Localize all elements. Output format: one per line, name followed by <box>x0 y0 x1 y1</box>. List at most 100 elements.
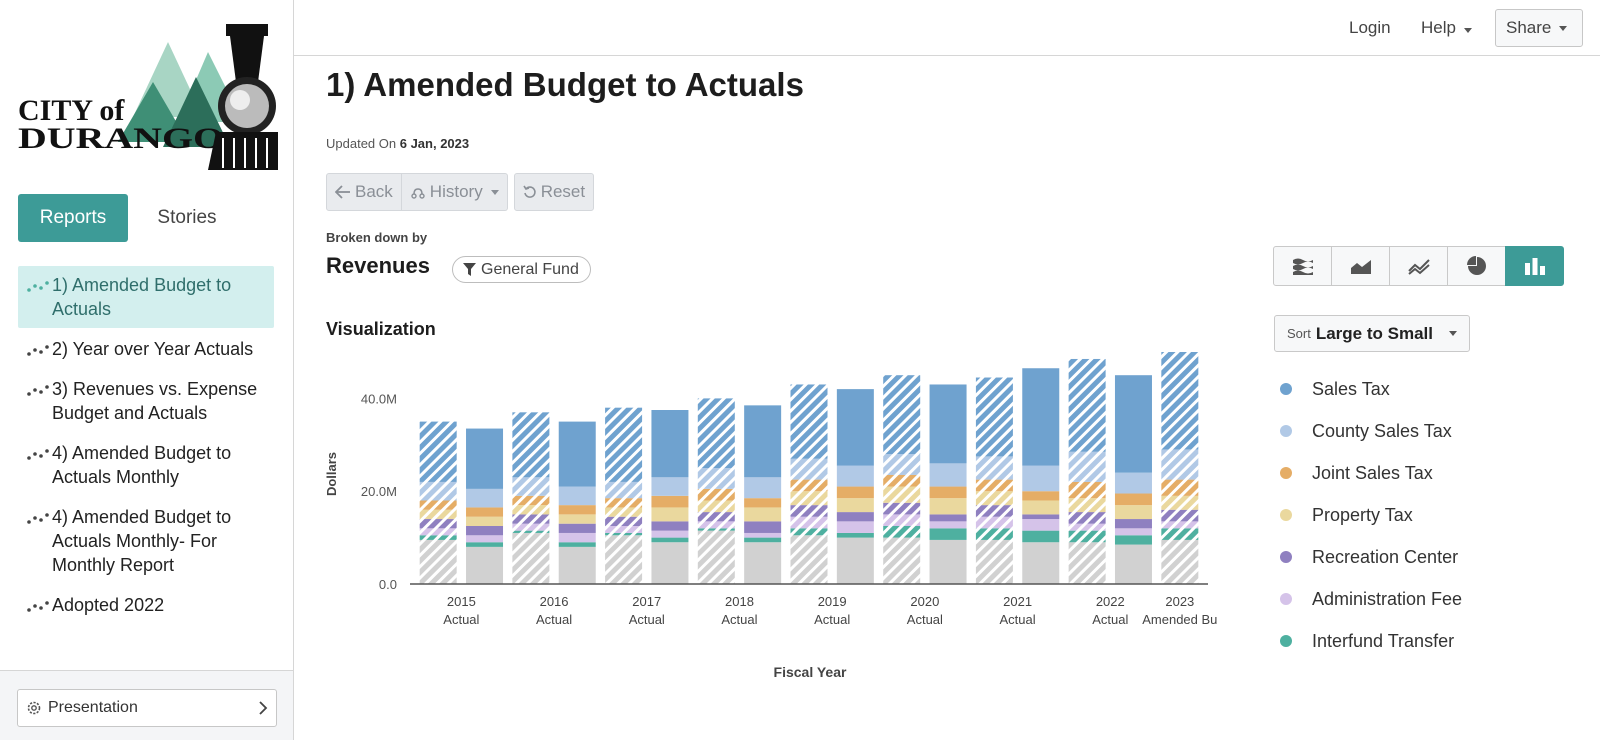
chart-legend: Sales Tax County Sales Tax Joint Sales T… <box>1280 368 1462 662</box>
legend-swatch <box>1280 509 1292 521</box>
bar-segment <box>929 486 967 499</box>
back-button[interactable]: Back <box>326 173 402 211</box>
bar-segment <box>883 486 921 503</box>
filter-label: General Fund <box>481 260 579 278</box>
bar-segment <box>1022 491 1060 501</box>
x-tick-sublabel: Actual <box>721 612 757 627</box>
history-controls: Back History Reset <box>326 173 595 211</box>
bar-segment <box>790 491 828 506</box>
scatter-dots-icon <box>27 513 49 524</box>
bar-segment <box>558 523 596 533</box>
x-tick-label: 2020 <box>910 594 939 609</box>
bar-segment <box>512 523 550 531</box>
bar-segment <box>512 530 550 533</box>
x-tick-sublabel: Actual <box>907 612 943 627</box>
bar-segment <box>836 532 874 538</box>
sidebar: CITY of DURANGO Reports Stories 1) Amend… <box>0 0 294 740</box>
area-view-button[interactable] <box>1331 246 1390 286</box>
bar-segment <box>466 542 504 547</box>
login-link[interactable]: Login <box>1349 18 1391 37</box>
report-item[interactable]: 1) Amended Budget to Actuals <box>18 266 274 328</box>
bar-segment <box>419 481 457 501</box>
bar-segment <box>419 500 457 510</box>
help-menu[interactable]: Help <box>1421 18 1472 38</box>
filter-chip[interactable]: General Fund <box>452 256 591 283</box>
legend-item[interactable]: Sales Tax <box>1280 368 1462 410</box>
report-item[interactable]: 4) Amended Budget to Actuals Monthly <box>18 434 274 496</box>
bar-segment <box>651 507 689 522</box>
legend-item[interactable]: County Sales Tax <box>1280 410 1462 452</box>
bar-segment <box>697 530 735 584</box>
bar-segment <box>929 463 967 487</box>
report-item[interactable]: 4) Amended Budget to Actuals Monthly- Fo… <box>18 498 274 584</box>
line-view-button[interactable] <box>1389 246 1448 286</box>
back-label: Back <box>355 182 393 201</box>
report-item-label: 3) Revenues vs. Expense Budget and Actua… <box>52 379 258 423</box>
report-item[interactable]: 2) Year over Year Actuals <box>18 330 274 368</box>
bar-segment <box>975 528 1013 540</box>
bar-segment <box>836 512 874 522</box>
bar-segment <box>512 412 550 478</box>
city-of-durango-logo[interactable]: CITY of DURANGO <box>18 22 278 170</box>
legend-item[interactable]: Interfund Transfer <box>1280 620 1462 662</box>
bar-segment <box>744 498 782 508</box>
stacked-area-view-button[interactable] <box>1273 246 1332 286</box>
bar-segment <box>1068 358 1106 452</box>
bar-segment <box>558 532 596 543</box>
bar-segment <box>1068 498 1106 513</box>
bar-segment <box>790 535 828 584</box>
legend-label: Sales Tax <box>1312 378 1390 399</box>
bar-segment <box>929 521 967 529</box>
x-tick-sublabel: Amended Bu <box>1142 612 1217 627</box>
sidebar-tabs: Reports Stories <box>18 194 242 242</box>
bar-segment <box>1022 519 1060 531</box>
pie-view-button[interactable] <box>1447 246 1506 286</box>
history-button[interactable]: History <box>401 173 508 211</box>
legend-swatch <box>1280 635 1292 647</box>
bar-view-button[interactable] <box>1505 246 1564 286</box>
bar-segment <box>790 505 828 517</box>
bar-chart-icon <box>1524 258 1545 275</box>
report-item[interactable]: 3) Revenues vs. Expense Budget and Actua… <box>18 370 274 432</box>
sort-dropdown[interactable]: Sort Large to Small <box>1274 315 1470 352</box>
bar-segment <box>651 410 689 478</box>
sidebar-footer: Presentation <box>0 670 293 740</box>
legend-item[interactable]: Administration Fee <box>1280 578 1462 620</box>
legend-item[interactable]: Joint Sales Tax <box>1280 452 1462 494</box>
x-tick-label: 2017 <box>632 594 661 609</box>
bar-segment <box>512 495 550 506</box>
bar-segment <box>744 542 782 584</box>
legend-item[interactable]: Property Tax <box>1280 494 1462 536</box>
svg-text:DURANGO: DURANGO <box>18 122 224 155</box>
bar-segment <box>651 537 689 543</box>
tab-stories[interactable]: Stories <box>157 207 217 228</box>
bar-segment <box>790 384 828 459</box>
x-tick-sublabel: Actual <box>1000 612 1036 627</box>
x-axis-label: Fiscal Year <box>774 664 847 680</box>
legend-label: Joint Sales Tax <box>1312 462 1433 483</box>
bar-segment <box>790 516 828 529</box>
bar-segment <box>651 542 689 584</box>
bar-segment <box>1161 352 1199 450</box>
bar-segment <box>883 526 921 538</box>
report-item-label: 4) Amended Budget to Actuals Monthly <box>52 443 232 487</box>
x-tick-sublabel: Actual <box>814 612 850 627</box>
share-button[interactable]: Share <box>1495 9 1583 47</box>
x-tick-label: 2023 <box>1165 594 1194 609</box>
bar-segment <box>1161 539 1199 584</box>
reset-button[interactable]: Reset <box>513 173 595 211</box>
share-label: Share <box>1506 18 1552 37</box>
bar-segment <box>1022 368 1060 466</box>
legend-item[interactable]: Recreation Center <box>1280 536 1462 578</box>
x-tick-label: 2019 <box>818 594 847 609</box>
breakdown-title[interactable]: Revenues <box>326 253 430 278</box>
report-item[interactable]: Adopted 2022 <box>18 586 274 624</box>
x-tick-label: 2022 <box>1096 594 1125 609</box>
reset-label: Reset <box>540 182 586 201</box>
bar-segment <box>605 532 643 536</box>
tab-reports[interactable]: Reports <box>18 194 128 242</box>
bar-segment <box>1022 530 1060 543</box>
bar-segment <box>1114 519 1152 529</box>
page-title: 1) Amended Budget to Actuals <box>326 66 804 103</box>
presentation-button[interactable]: Presentation <box>17 689 277 727</box>
